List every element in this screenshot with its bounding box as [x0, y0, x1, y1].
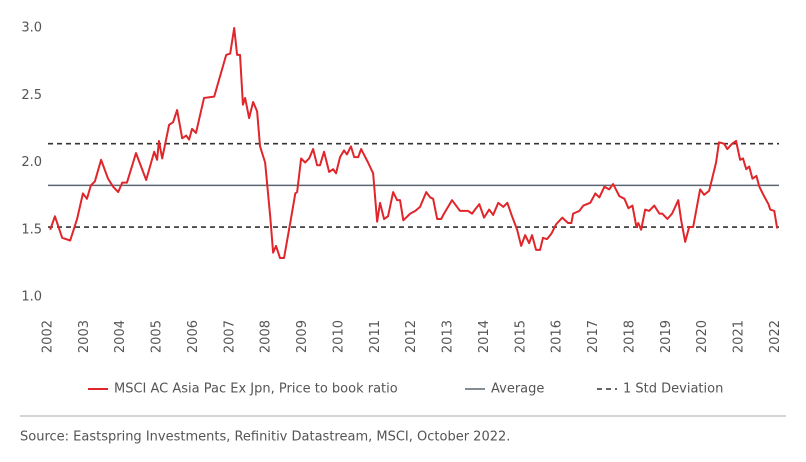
y-tick-label: 3.0: [21, 21, 42, 36]
x-tick-label: 2019: [659, 320, 674, 353]
legend-label: 1 Std Deviation: [623, 382, 723, 397]
x-tick-label: 2012: [404, 320, 419, 353]
x-tick-label: 2013: [441, 320, 456, 353]
x-tick-label: 2004: [113, 320, 128, 353]
x-tick-label: 2008: [259, 320, 274, 353]
x-tick-label: 2016: [550, 320, 565, 353]
y-tick-label: 1.0: [21, 290, 42, 305]
x-tick-label: 2021: [731, 320, 746, 353]
x-tick-label: 2003: [77, 320, 92, 353]
y-tick-label: 2.5: [21, 88, 42, 103]
x-tick-label: 2017: [586, 320, 601, 353]
y-tick-label: 1.5: [21, 222, 42, 237]
legend-label: MSCI AC Asia Pac Ex Jpn, Price to book r…: [114, 382, 398, 397]
x-tick-label: 2009: [295, 320, 310, 353]
x-tick-label: 2022: [768, 320, 783, 353]
data-line: [49, 27, 779, 259]
x-tick-label: 2014: [477, 320, 492, 353]
x-tick-label: 2005: [150, 320, 165, 353]
x-tick-label: 2006: [186, 320, 201, 353]
legend-label: Average: [491, 382, 544, 397]
x-tick-label: 2002: [41, 320, 56, 353]
x-tick-label: 2010: [331, 320, 346, 353]
x-tick-label: 2015: [513, 320, 528, 353]
x-tick-label: 2007: [222, 320, 237, 353]
x-tick-label: 2018: [622, 320, 637, 353]
x-tick-label: 2020: [695, 320, 710, 353]
source-note: Source: Eastspring Investments, Refiniti…: [20, 430, 510, 445]
y-tick-label: 2.0: [21, 155, 42, 170]
x-tick-label: 2011: [368, 320, 383, 353]
